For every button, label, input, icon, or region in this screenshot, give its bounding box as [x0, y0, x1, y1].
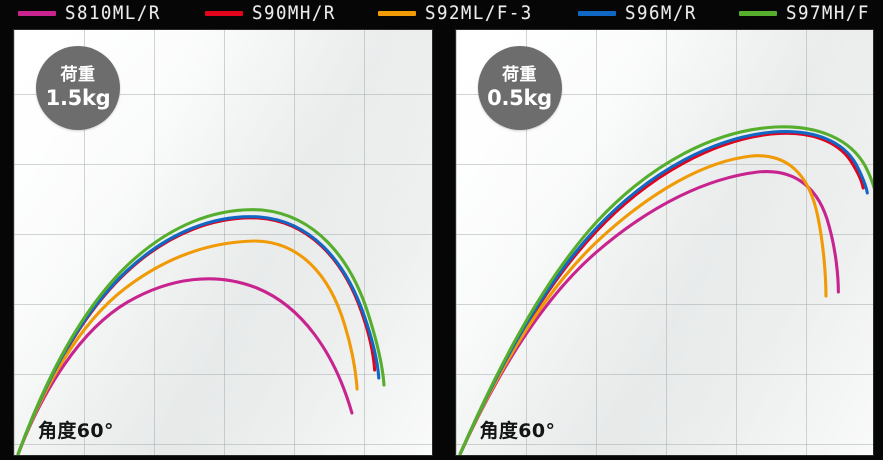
angle-caption-0-5kg: 角度60°: [479, 420, 556, 442]
legend-swatch-s92mlf3: [378, 10, 417, 16]
bend-curve-s92ml-f-3: [460, 156, 826, 454]
bend-curve-s92ml-f-3: [18, 241, 357, 454]
bend-curve-s96m-r: [460, 132, 867, 454]
load-badge-value: 0.5kg: [487, 85, 552, 110]
angle-caption-1-5kg: 角度60°: [38, 420, 114, 442]
bend-curve-s810ml-r: [18, 279, 352, 454]
legend-item-0: S810ML/R: [18, 3, 167, 24]
curve-group-0-5kg: [460, 127, 873, 454]
panel-load-1-5kg: 荷重 1.5kg 角度60°: [14, 30, 432, 455]
bend-curves-1-5kg: [14, 30, 432, 455]
legend-swatch-s96mr: [577, 10, 616, 16]
load-badge-title: 荷重: [502, 65, 537, 86]
legend-label-s97mhf: S97MH/F: [785, 2, 870, 24]
load-badge-1-5kg: 荷重 1.5kg: [36, 46, 120, 130]
curve-group-1-5kg: [18, 210, 384, 454]
load-badge-title: 荷重: [60, 65, 96, 86]
legend-item-2: S92ML/F-3: [378, 3, 540, 24]
legend-swatch-s810mlr: [18, 10, 56, 16]
legend-label-s810mlr: S810ML/R: [65, 2, 161, 24]
bend-curves-0-5kg: [456, 30, 874, 455]
bend-curve-s810ml-r: [460, 172, 838, 454]
legend-label-s96mr: S96M/R: [624, 2, 697, 24]
load-badge-0-5kg: 荷重 0.5kg: [477, 46, 562, 130]
legend-item-1: S90MH/R: [204, 2, 341, 24]
legend-label-s92mlf3: S92ML/F-3: [425, 2, 534, 24]
load-badge-value: 1.5kg: [45, 85, 111, 110]
bend-curve-s97mh-f: [18, 210, 384, 454]
legend-item-4: S97MH/F: [738, 2, 875, 24]
legend: S810ML/R S90MH/R S92ML/F-3 S96M/R S97MH/…: [0, 0, 883, 26]
bend-curve-s97mh-f: [460, 127, 873, 454]
legend-swatch-s97mhf: [738, 10, 777, 16]
panel-container: 荷重 1.5kg 角度60° 荷重 0.5kg 角度60°: [0, 26, 883, 460]
legend-label-s90mhr: S90MH/R: [251, 2, 336, 24]
legend-item-3: S96M/R: [577, 2, 701, 24]
panel-load-0-5kg: 荷重 0.5kg 角度60°: [455, 30, 874, 455]
legend-swatch-s90mhr: [204, 10, 243, 16]
